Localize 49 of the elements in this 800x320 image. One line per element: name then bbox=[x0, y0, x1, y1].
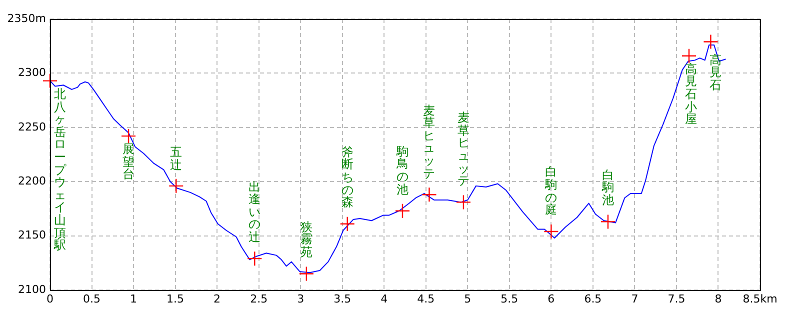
x-tick-label: 2 bbox=[214, 292, 221, 306]
x-tick-label: 1 bbox=[130, 292, 138, 306]
annotation: 出逢いの辻 bbox=[248, 180, 261, 244]
annotation: 狭霧苑 bbox=[300, 220, 312, 260]
x-tick-label: 4.5 bbox=[417, 292, 435, 306]
x-tick-label: 2.5 bbox=[250, 292, 268, 306]
annotation: 麦草ヒュッテ bbox=[457, 110, 470, 188]
point bbox=[422, 187, 437, 202]
point bbox=[456, 194, 472, 210]
y-tick-label: 2350m bbox=[7, 12, 46, 25]
annotation: 麦草ヒュッテ bbox=[423, 103, 436, 180]
point bbox=[120, 128, 136, 144]
point bbox=[681, 48, 697, 64]
x-tick-label: 3.5 bbox=[334, 292, 352, 306]
annotation: 高見石 bbox=[710, 52, 722, 92]
x-tick-label: 0.5 bbox=[83, 292, 101, 306]
annotation: 白駒池 bbox=[602, 168, 614, 208]
annotation: 五辻 bbox=[170, 144, 182, 172]
text: 北八ヶ岳ロープウェイ山頂駅 bbox=[54, 87, 66, 252]
annotation: 高見石小屋 bbox=[685, 62, 697, 126]
x-tick-label: 7.5 bbox=[668, 292, 686, 306]
point bbox=[703, 34, 718, 50]
x-tick-label: 0 bbox=[46, 292, 54, 306]
x-tick-label: 8.5km bbox=[742, 292, 778, 306]
y-tick-label: 2250 bbox=[18, 120, 46, 134]
point bbox=[340, 216, 355, 232]
point bbox=[298, 266, 314, 282]
y-tick-label: 2150 bbox=[18, 228, 46, 242]
y-tick-label: 2100 bbox=[18, 282, 46, 296]
point bbox=[544, 224, 559, 240]
x-tick-label: 7 bbox=[631, 292, 638, 306]
x-tick-label: 6 bbox=[548, 292, 555, 306]
point bbox=[600, 214, 616, 230]
annotation: 駒鳥の池 bbox=[396, 144, 408, 196]
point bbox=[168, 178, 184, 194]
x-tick-label: 5.5 bbox=[500, 292, 518, 306]
x-tick-label: 4 bbox=[380, 292, 388, 306]
annotation: 展望台 bbox=[122, 142, 135, 182]
x-tick-label: 3 bbox=[297, 292, 304, 306]
x-tick-label: 6.5 bbox=[584, 292, 602, 306]
x-tick-label: 1.5 bbox=[166, 292, 184, 306]
y-tick-label: 2200 bbox=[18, 174, 46, 188]
y-tick-label: 2300 bbox=[18, 66, 46, 80]
x-tick-label: 5 bbox=[464, 292, 472, 306]
x-tick-label: 8 bbox=[714, 292, 722, 306]
point bbox=[394, 203, 410, 218]
point bbox=[247, 250, 262, 266]
annotation: 白駒の庭 bbox=[545, 165, 558, 217]
annotation: 斧断ちの森 bbox=[341, 144, 354, 210]
